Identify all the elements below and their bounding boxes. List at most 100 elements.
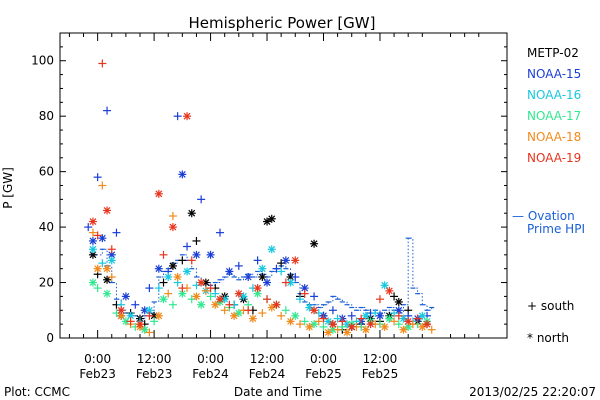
north-point <box>366 320 375 329</box>
south-point <box>154 284 163 293</box>
south-point <box>319 322 328 331</box>
south-point <box>112 228 121 237</box>
north-point <box>267 214 276 223</box>
south-point <box>183 242 192 251</box>
y-tick-label: 100 <box>31 54 54 68</box>
north-point <box>121 317 130 326</box>
north-marker-legend: * north <box>527 331 569 345</box>
south-point <box>328 306 337 315</box>
north-point <box>173 273 182 281</box>
north-point <box>154 311 163 320</box>
north-point <box>154 264 163 273</box>
north-point <box>380 322 389 331</box>
north-point <box>385 314 394 323</box>
south-point <box>220 306 229 315</box>
north-point <box>103 289 112 298</box>
north-point <box>164 273 173 281</box>
legend-item-noaa-19: NOAA-19 <box>527 151 581 165</box>
south-point <box>357 314 366 323</box>
north-point <box>211 300 220 309</box>
y-axis: 0 20 40 60 80 100 <box>31 32 507 345</box>
south-point <box>107 245 116 254</box>
south-point <box>281 306 290 315</box>
north-point <box>121 292 130 301</box>
ovation-label-line1: — Ovation <box>512 209 575 223</box>
ovation-label-line2: Prime HPI <box>527 222 585 236</box>
south-point <box>168 300 177 309</box>
legend-item-metp-02: METP-02 <box>527 46 579 60</box>
south-point <box>319 314 328 323</box>
north-point <box>168 223 177 232</box>
x-tick-label-date: Feb24 <box>192 367 229 381</box>
north-point <box>183 112 192 121</box>
north-point <box>98 234 107 243</box>
north-point <box>168 261 177 270</box>
south-point <box>277 267 286 276</box>
south-point <box>159 250 168 259</box>
north-point <box>248 314 257 323</box>
north-point <box>310 239 319 248</box>
x-tick-label-date: Feb23 <box>79 367 116 381</box>
south-point <box>103 106 112 115</box>
south-point <box>145 311 154 320</box>
y-tick-label: 60 <box>39 165 54 179</box>
north-point <box>103 264 112 273</box>
legend-item-noaa-18: NOAA-18 <box>527 130 581 144</box>
x-tick-label-time: 12:00 <box>250 352 285 366</box>
north-point <box>187 209 196 218</box>
south-point <box>277 311 286 320</box>
north-point <box>310 306 319 315</box>
north-point <box>253 289 262 298</box>
south-point <box>98 259 107 268</box>
south-point <box>88 228 97 237</box>
north-point <box>135 320 144 329</box>
north-point <box>418 322 427 331</box>
south-point <box>164 289 173 298</box>
north-point <box>103 275 112 284</box>
north-point <box>192 292 201 301</box>
north-point <box>192 250 201 259</box>
x-tick-label-date: Feb25 <box>362 367 399 381</box>
x-axis-label: Date and Time <box>234 385 322 399</box>
y-tick-label: 80 <box>39 109 54 123</box>
south-point <box>375 295 384 304</box>
north-point <box>234 289 243 298</box>
south-point <box>347 311 356 320</box>
y-tick-label: 40 <box>39 220 54 234</box>
x-tick-label-date: Feb25 <box>305 367 342 381</box>
footer-plot-credit: Plot: CCMC <box>4 385 70 399</box>
south-point <box>145 328 154 337</box>
south-point <box>394 311 403 320</box>
south-point <box>107 273 116 281</box>
x-tick-label-time: 0:00 <box>310 352 337 366</box>
south-point <box>225 300 234 309</box>
north-point <box>399 325 408 334</box>
north-point <box>394 297 403 306</box>
south-point <box>206 284 215 293</box>
north-point <box>88 245 97 254</box>
north-point <box>305 303 314 312</box>
north-point <box>206 250 215 259</box>
legend-item-noaa-17: NOAA-17 <box>527 109 581 123</box>
series-noaa-19 <box>88 59 432 331</box>
north-point <box>328 320 337 329</box>
north-point <box>178 170 187 179</box>
north-point <box>253 284 262 293</box>
south-point <box>93 231 102 240</box>
legend-item-noaa-15: NOAA-15 <box>527 67 581 81</box>
south-point <box>201 286 210 295</box>
south-point <box>413 314 422 323</box>
south-point <box>178 256 187 265</box>
north-point <box>197 300 206 309</box>
south-point <box>206 292 215 301</box>
south-point <box>314 317 323 326</box>
south-point <box>394 320 403 329</box>
chart-title: Hemispheric Power [GW] <box>189 14 376 32</box>
plot-area-frame <box>59 32 508 339</box>
north-point <box>404 317 413 326</box>
legend: METP-02 NOAA-15 NOAA-16 NOAA-17 NOAA-18 NOAA-… <box>527 46 581 165</box>
south-point <box>253 256 262 265</box>
north-point <box>258 273 267 281</box>
north-point <box>385 286 394 295</box>
